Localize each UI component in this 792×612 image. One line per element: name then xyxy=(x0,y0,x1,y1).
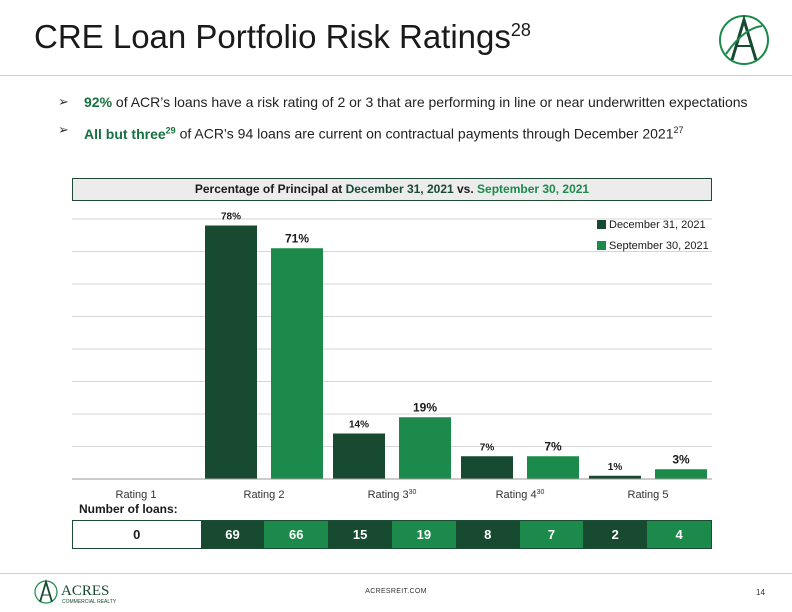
loans-label: Number of loans: xyxy=(79,502,178,516)
data-label: 1% xyxy=(608,462,623,473)
bar-sep-2021 xyxy=(271,248,323,479)
bullet-footnote: 27 xyxy=(673,125,684,135)
arrow-bullet-icon: ➢ xyxy=(58,94,69,109)
chart-header: Percentage of Principal at December 31, … xyxy=(72,178,712,201)
loan-count-cell: 2 xyxy=(583,521,648,548)
bullet-text: of ACR’s 94 loans are current on contrac… xyxy=(175,125,674,142)
bullet-highlight: 92% xyxy=(84,94,113,110)
bar-sep-2021 xyxy=(399,417,451,479)
acres-commercial-realty-logo-icon: ACRES COMMERCIAL REALTY xyxy=(34,578,117,605)
data-label: 7% xyxy=(480,442,495,453)
bar-dec-2021 xyxy=(333,433,385,479)
data-label: 3% xyxy=(672,452,690,466)
loan-count-cell: 8 xyxy=(455,521,520,548)
category-label-text: Rating 2 xyxy=(244,489,285,501)
bar-sep-2021 xyxy=(527,456,579,479)
data-label: 78% xyxy=(221,212,241,223)
page-number: 14 xyxy=(756,588,765,597)
loan-count-cell: 15 xyxy=(328,521,392,548)
category-label-text: Rating 4 xyxy=(496,489,537,501)
category-label-text: Rating 1 xyxy=(116,489,157,501)
legend-label: September 30, 2021 xyxy=(609,240,709,252)
acres-a-logo-icon xyxy=(719,14,769,65)
page-title: CRE Loan Portfolio Risk Ratings28 xyxy=(34,18,531,56)
chart-header-date1: December 31, 2021 xyxy=(345,182,454,196)
title-divider xyxy=(0,75,792,76)
bar-sep-2021 xyxy=(655,469,707,479)
loan-count-cell: 0 xyxy=(73,521,201,548)
footer-url[interactable]: ACRESREIT.COM xyxy=(365,588,427,595)
bullet-item: ➢ 92% of ACR’s loans have a risk rating … xyxy=(58,92,758,112)
arrow-bullet-icon: ➢ xyxy=(58,122,69,137)
chart-header-date2: September 30, 2021 xyxy=(477,182,590,196)
category-label-text: Rating 3 xyxy=(368,489,409,501)
loan-count-cell: 19 xyxy=(391,521,456,548)
loan-count-cell: 7 xyxy=(519,521,584,548)
logo-wordmark: ACRES xyxy=(61,583,109,599)
chart-header-prefix: Percentage of Principal at xyxy=(194,182,346,196)
loans-count-row: 0 69 66 15 19 8 7 2 4 xyxy=(72,520,712,549)
footer-divider xyxy=(0,573,792,574)
bar-dec-2021 xyxy=(205,225,257,479)
loan-count-cell: 69 xyxy=(200,521,265,548)
loan-count-cell: 4 xyxy=(647,521,711,548)
bullet-highlight: All but three29 xyxy=(84,125,176,142)
category-label: Rating 430 xyxy=(496,489,545,501)
legend-label: December 31, 2021 xyxy=(609,219,706,231)
data-label: 71% xyxy=(285,231,309,245)
legend-swatch xyxy=(597,241,606,250)
bullet-list: ➢ 92% of ACR’s loans have a risk rating … xyxy=(58,92,758,152)
bullet-text: of ACR’s loans have a risk rating of 2 o… xyxy=(112,94,748,110)
category-label: Rating 1 xyxy=(116,489,157,501)
category-footnote: 30 xyxy=(409,489,417,496)
loan-count-cell: 66 xyxy=(264,521,329,548)
title-footnote: 28 xyxy=(510,20,531,40)
category-label: Rating 2 xyxy=(244,489,285,501)
legend-swatch xyxy=(597,220,606,229)
data-label: 14% xyxy=(349,420,369,431)
category-footnote: 30 xyxy=(537,489,545,496)
chart-header-mid: vs. xyxy=(453,182,478,196)
category-label: Rating 5 xyxy=(628,489,669,501)
page-title-text: CRE Loan Portfolio Risk Ratings xyxy=(34,18,511,55)
logo-subtext: COMMERCIAL REALTY xyxy=(62,599,117,605)
bar-dec-2021 xyxy=(589,475,641,479)
bullet-item: ➢ All but three29 of ACR’s 94 loans are … xyxy=(58,120,758,144)
category-label: Rating 330 xyxy=(368,489,417,501)
bullet-highlight-footnote: 29 xyxy=(165,125,176,135)
data-label: 19% xyxy=(413,400,437,414)
data-label: 7% xyxy=(544,439,562,453)
bullet-highlight-text: All but three xyxy=(84,125,166,142)
category-label-text: Rating 5 xyxy=(628,489,669,501)
bar-dec-2021 xyxy=(461,456,513,479)
